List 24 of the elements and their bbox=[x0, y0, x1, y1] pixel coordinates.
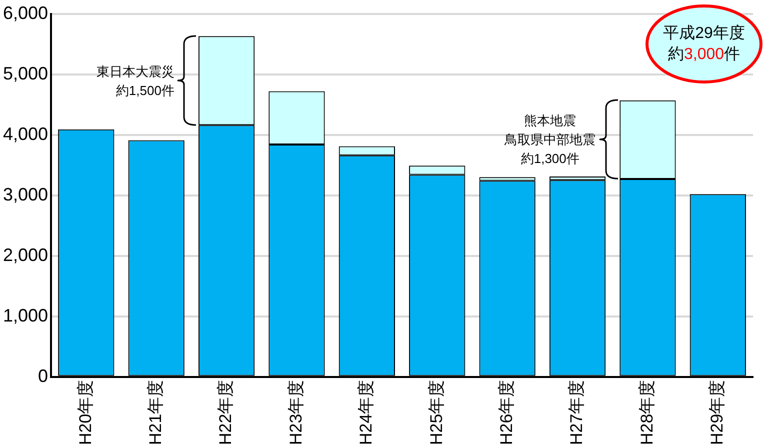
annotation: 東日本大震災 bbox=[96, 62, 174, 81]
y-tick-label: 0 bbox=[38, 366, 48, 386]
annotation: 約1,300件 bbox=[520, 150, 580, 168]
x-tick-label: H24年度 bbox=[356, 380, 376, 445]
y-tick-label: 2,000 bbox=[2, 244, 48, 265]
y-tick-label: 1,000 bbox=[2, 305, 48, 326]
x-tick-label: H23年度 bbox=[286, 380, 306, 445]
x-tick-label: H28年度 bbox=[637, 380, 656, 445]
annotation: 平成29年度 bbox=[663, 25, 745, 42]
annotation: 約1,500件 bbox=[114, 82, 174, 100]
x-tick-label: H27年度 bbox=[567, 380, 586, 445]
x-tick-label: H26年度 bbox=[497, 380, 516, 445]
x-tick-label: H22年度 bbox=[216, 380, 236, 445]
x-tick-label: H25年度 bbox=[426, 380, 446, 445]
annotation: 鳥取県中部地震 bbox=[504, 131, 596, 150]
x-tick-label: H20年度 bbox=[76, 380, 95, 445]
annotation: 約3,000件 bbox=[668, 46, 740, 63]
x-tick-label: H29年度 bbox=[708, 380, 727, 445]
y-tick-label: 4,000 bbox=[2, 124, 48, 144]
annotation: 熊本地震 bbox=[523, 112, 578, 130]
y-tick-label: 3,000 bbox=[2, 184, 48, 204]
y-tick-label: 5,000 bbox=[2, 63, 48, 84]
x-tick-label: H21年度 bbox=[146, 380, 166, 445]
y-tick-label: 6,000 bbox=[2, 2, 48, 23]
